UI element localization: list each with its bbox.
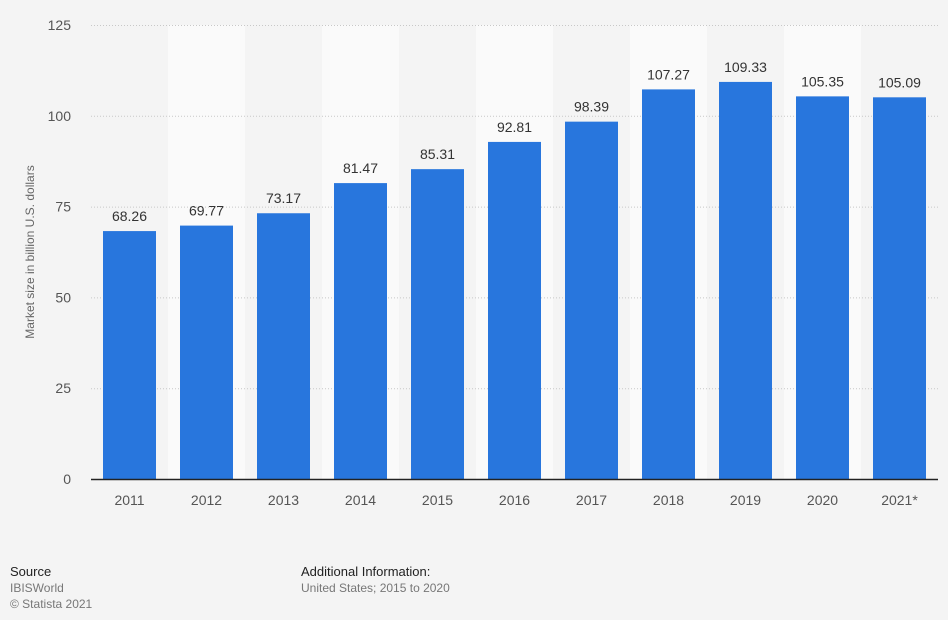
bar-2016: [488, 141, 541, 480]
x-tick-label: 2019: [730, 492, 761, 508]
y-tick-label: 125: [48, 17, 72, 33]
x-tick-label: 2020: [807, 492, 838, 508]
bar-2015: [411, 169, 464, 479]
source-heading: Source: [10, 564, 52, 579]
y-tick-label: 75: [55, 199, 71, 215]
data-label: 107.27: [647, 66, 690, 82]
data-label: 85.31: [420, 146, 455, 162]
additional-info-heading: Additional Information:: [301, 564, 431, 579]
bar-2020: [796, 96, 849, 479]
bar-2017: [565, 121, 618, 479]
bar-2018: [642, 89, 695, 480]
copyright: © Statista 2021: [10, 597, 93, 611]
source-name[interactable]: IBISWorld: [10, 581, 64, 595]
y-tick-label: 25: [55, 380, 71, 396]
data-label: 81.47: [343, 160, 378, 176]
y-tick-label: 0: [63, 471, 71, 487]
additional-info-text: United States; 2015 to 2020: [301, 581, 450, 595]
bar-chart: 68.26 69.77 73.17 81.47 85.31 92.81 98.39 107.2…: [23, 17, 938, 508]
x-tick-label: 2012: [191, 492, 222, 508]
bar-2011: [103, 231, 156, 479]
data-label: 73.17: [266, 190, 301, 206]
additional-info-block: Additional Information: United States; 2…: [301, 564, 450, 596]
bar-2019: [719, 81, 772, 479]
bar-2014: [334, 183, 387, 480]
bar-2012: [180, 225, 233, 479]
x-tick-label: 2013: [268, 492, 299, 508]
x-tick-label: 2015: [422, 492, 453, 508]
y-tick-label: 50: [55, 289, 71, 305]
data-label: 98.39: [574, 99, 609, 115]
data-label: 92.81: [497, 119, 532, 135]
data-label: 109.33: [724, 59, 767, 75]
data-label: 105.09: [878, 74, 921, 90]
y-axis-label: Market size in billion U.S. dollars: [23, 165, 37, 338]
data-label: 105.35: [801, 73, 844, 89]
bar-2021: [873, 97, 926, 480]
x-tick-label: 2016: [499, 492, 530, 508]
data-label: 69.77: [189, 203, 224, 219]
x-tick-label: 2014: [345, 492, 376, 508]
x-tick-label: 2018: [653, 492, 684, 508]
x-tick-label: 2021*: [881, 492, 918, 508]
x-tick-label: 2017: [576, 492, 607, 508]
bar-2013: [257, 213, 310, 479]
source-block: Source IBISWorld © Statista 2021: [10, 564, 92, 612]
data-label: 68.26: [112, 208, 147, 224]
x-tick-label: 2011: [114, 492, 144, 508]
y-tick-label: 100: [48, 108, 72, 124]
